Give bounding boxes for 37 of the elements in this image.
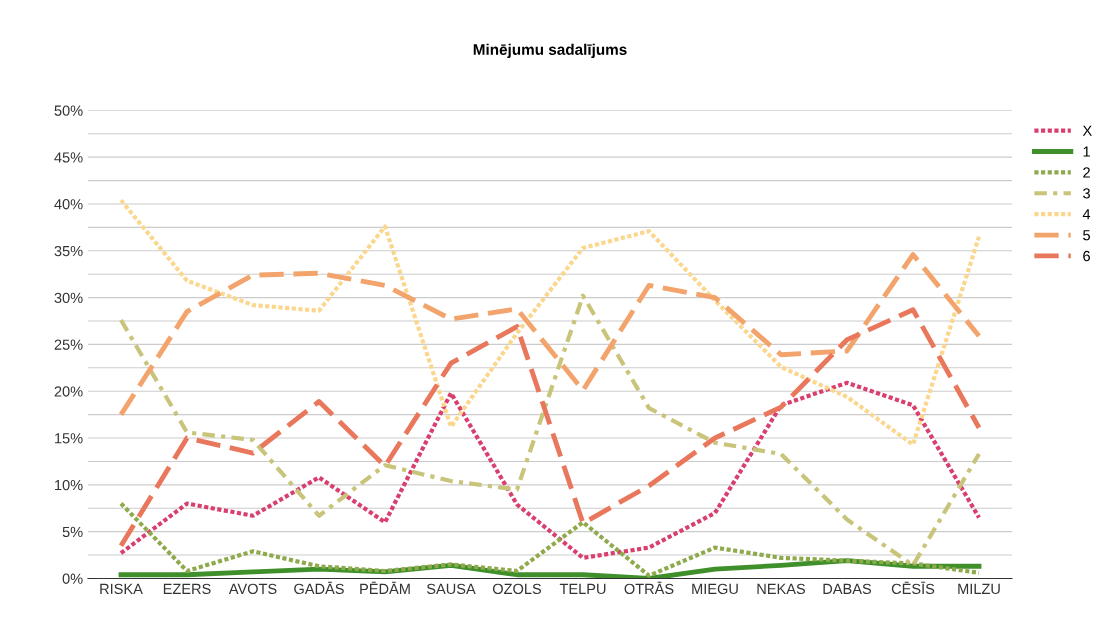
y-tick-label: 30% bbox=[54, 292, 83, 304]
chart-title: Minējumu sadalījums bbox=[473, 43, 627, 58]
line-series bbox=[118, 252, 982, 418]
x-tick-label: RISKA bbox=[100, 583, 143, 595]
line-series bbox=[118, 501, 982, 578]
legend-label: X bbox=[1082, 125, 1092, 136]
x-tick-label: OTRĀS bbox=[624, 581, 674, 595]
legend-label: 3 bbox=[1083, 188, 1090, 199]
y-tick-label: 0% bbox=[62, 573, 83, 584]
x-tick-label: DABAS bbox=[823, 583, 872, 595]
x-tick-label: PĒDĀM bbox=[360, 581, 410, 594]
x-tick-label: NEKAS bbox=[757, 583, 806, 595]
legend-label: 4 bbox=[1082, 209, 1091, 220]
legend-label: 5 bbox=[1083, 230, 1090, 241]
x-tick-label: TELPU bbox=[559, 583, 606, 595]
x-tick-label: EZERS bbox=[163, 583, 211, 595]
y-tick-label: 45% bbox=[54, 152, 83, 163]
y-tick-label: 20% bbox=[54, 386, 83, 397]
x-tick-label: MILZU bbox=[958, 583, 1000, 595]
x-tick-label: SAUSA bbox=[426, 583, 476, 595]
y-tick-label: 25% bbox=[54, 339, 83, 350]
x-tick-label: GADĀS bbox=[294, 581, 344, 595]
legend-label: 6 bbox=[1083, 250, 1090, 262]
legend-label: 1 bbox=[1083, 146, 1090, 157]
y-tick-label: 5% bbox=[62, 526, 83, 538]
x-tick-label: CĒSĪS bbox=[891, 581, 935, 595]
legend-label: 2 bbox=[1083, 167, 1090, 178]
y-tick-label: 50% bbox=[54, 105, 83, 116]
line-series bbox=[118, 198, 982, 447]
line-series bbox=[118, 380, 982, 560]
y-tick-label: 35% bbox=[54, 245, 83, 257]
y-tick-label: 15% bbox=[55, 433, 83, 444]
x-tick-label: AVOTS bbox=[228, 583, 277, 595]
y-tick-label: 10% bbox=[55, 479, 83, 491]
y-tick-label: 40% bbox=[54, 199, 83, 210]
x-tick-label: OZOLS bbox=[492, 583, 542, 595]
x-tick-label: MIEGU bbox=[692, 583, 738, 595]
